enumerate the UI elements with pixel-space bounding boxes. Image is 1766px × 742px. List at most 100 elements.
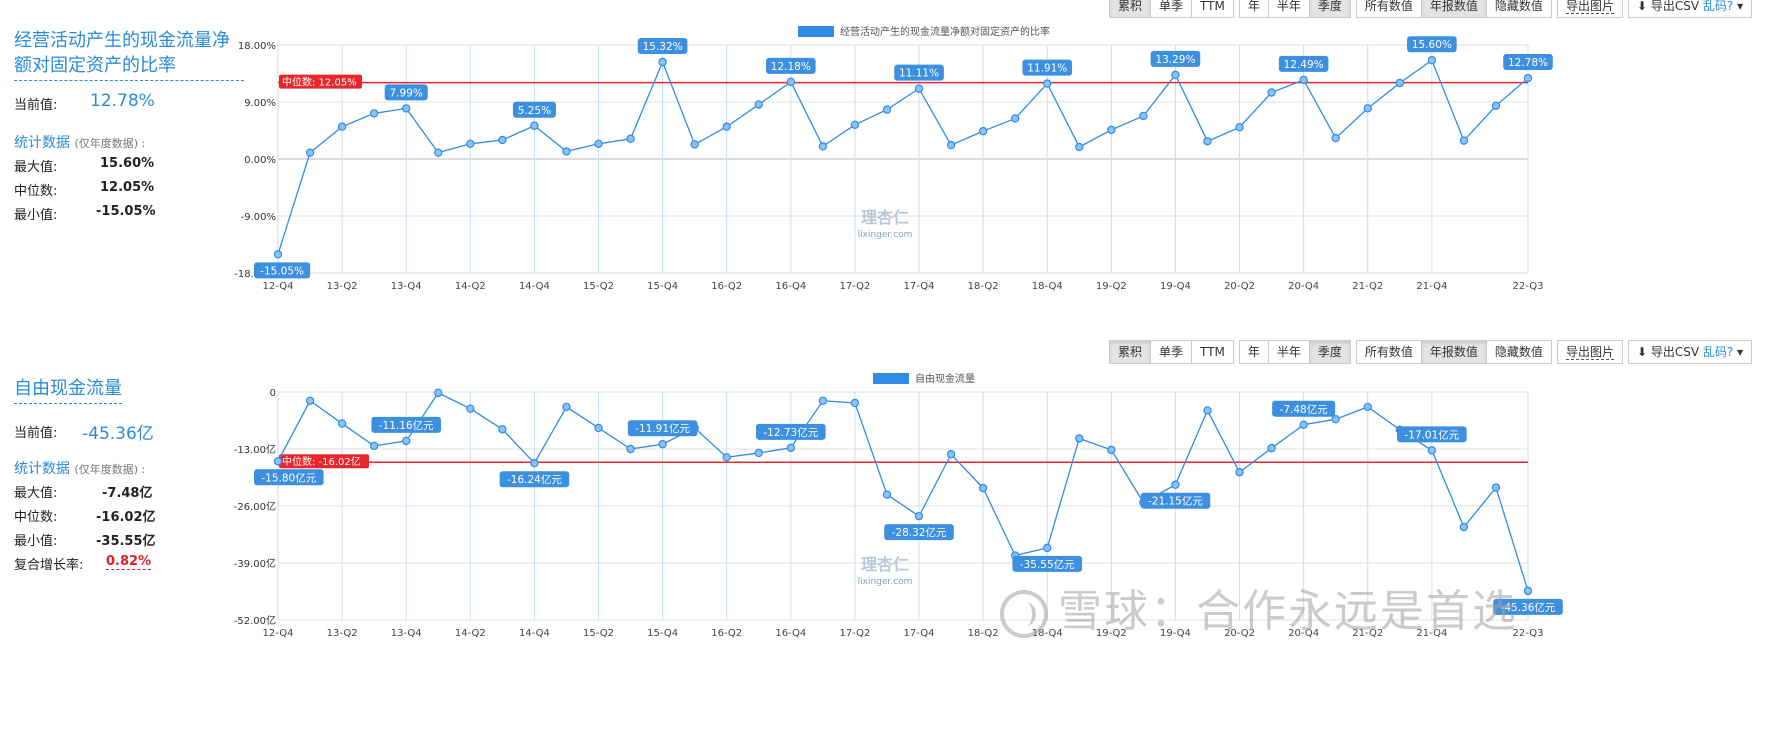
panel2-export-csv-label: 导出CSV [1650,345,1703,359]
point-label: 12.78% [1508,57,1548,69]
x-tick-label: 16-Q2 [711,281,742,292]
caret-down-icon: ▾ [1733,345,1744,359]
x-tick-label: 12-Q4 [263,628,294,639]
panel1-btn-values-1[interactable]: 年报数值 [1420,0,1487,18]
x-tick-label: 20-Q2 [1224,281,1255,292]
panel2-btn-period-0[interactable]: 年 [1238,340,1269,364]
max-value: 15.60% [100,156,155,171]
data-point [786,443,796,453]
point-label: -28.32亿元 [892,526,947,539]
panel1-btn-period-2[interactable]: 季度 [1308,0,1351,18]
point-label: -12.73亿元 [763,426,818,439]
panel1-btn-values-2[interactable]: 隐藏数值 [1485,0,1552,18]
data-point [786,77,796,87]
median-label-bg [279,74,362,89]
data-point [1459,522,1469,532]
panel1-export-image-button[interactable]: 导出图片 [1556,0,1623,18]
x-tick-label: 12-Q4 [263,281,294,292]
data-point [658,440,667,449]
panel2-values: 所有数值 年报数值 隐藏数值 [1355,340,1552,364]
data-point [1171,70,1180,80]
data-point [1331,414,1340,424]
point-label: -7.48亿元 [1280,403,1329,416]
panel1-btn-mode-2[interactable]: TTM [1191,0,1234,18]
x-tick-label: 18-Q2 [968,281,999,292]
data-point [498,425,507,434]
current-label: 当前值: [14,98,58,113]
min-row: 最小值: -35.55亿 [14,530,156,549]
data-point [337,122,347,131]
panel1-export-image-label: 导出图片 [1565,0,1614,14]
panel2-export-csv-button[interactable]: ⬇ 导出CSV 乱码? ▾ [1627,340,1753,364]
point-label: 7.99% [390,87,423,99]
x-tick-label: 13-Q4 [391,628,422,639]
min-label: 最小值: [14,534,58,549]
data-point [337,419,347,428]
panel2-btn-period-1[interactable]: 半年 [1267,340,1310,364]
panel1-btn-period-0[interactable]: 年 [1238,0,1269,18]
panel1-export-csv-button[interactable]: ⬇ 导出CSV 乱码? ▾ [1627,0,1753,18]
data-point [434,148,443,157]
xueqiu-watermark: 雪球：合作永远是首选 [1000,575,1518,639]
panel2-btn-values-2[interactable]: 隐藏数值 [1485,340,1552,364]
data-point [690,140,699,149]
panel2-export-image-label: 导出图片 [1565,345,1614,360]
point-label-bg [254,469,324,486]
data-point [1299,420,1308,429]
data-point [754,448,763,458]
panel2-btn-values-1[interactable]: 年报数值 [1420,340,1487,364]
panel1-export-csv-label: 导出CSV [1650,0,1703,13]
panel2-current-row: 当前值: -45.36亿 [14,422,154,444]
panel2-btn-period-2[interactable]: 季度 [1308,340,1351,364]
data-point [369,441,379,451]
panel2-title[interactable]: 自由现金流量 [14,376,122,404]
panel2-btn-mode-1[interactable]: 单季 [1150,340,1193,364]
panel1-btn-values-0[interactable]: 所有数值 [1355,0,1422,18]
data-point [882,490,892,499]
panel1-title[interactable]: 经营活动产生的现金流量净额对固定资产的比率 [14,28,244,81]
panel1-btn-mode-1[interactable]: 单季 [1150,0,1193,18]
data-point [466,404,475,413]
data-point [1299,75,1308,85]
panel2-mode: 累积 单季 TTM [1109,340,1234,364]
panel1-garbled-link[interactable]: 乱码? [1702,0,1734,13]
point-label-bg [1022,59,1073,76]
point-label-bg [637,37,688,54]
median-label-bg [279,454,369,469]
data-point [658,57,667,67]
data-point [1171,480,1180,489]
data-point [402,436,411,446]
y-tick-label: 18.00% [238,41,276,52]
x-tick-label: 17-Q4 [904,281,935,292]
stats-note: (仅年度数据) : [74,137,146,150]
min-row: 最小值: -15.05% [14,204,156,223]
min-value: -15.05% [96,204,156,219]
panel1-current-row: 当前值: 12.78% [14,91,155,113]
panel2-btn-mode-2[interactable]: TTM [1191,340,1234,364]
panel2-export-image-button[interactable]: 导出图片 [1556,340,1623,364]
x-tick-label: 16-Q4 [775,628,806,639]
panel2-garbled-link[interactable]: 乱码? [1702,345,1734,359]
panel-free-cash-flow: 自由现金流量 当前值: -45.36亿 统计数据 (仅年度数据) : 最大值: … [0,330,1766,742]
y-tick-label: -26.00亿 [234,500,276,513]
series-line [277,59,1529,255]
data-point [1235,123,1244,132]
data-point [1267,88,1276,97]
x-tick-label: 14-Q2 [455,628,486,639]
x-tick-label: 21-Q4 [1416,281,1447,292]
data-point [978,483,988,493]
point-label: -11.91亿元 [635,422,690,435]
data-point [818,396,828,405]
x-tick-label: 22-Q3 [1513,281,1544,292]
point-label-bg [766,57,816,74]
panel2-btn-values-0[interactable]: 所有数值 [1355,340,1422,364]
lixinger-watermark: 理杏仁 [861,555,909,574]
data-point [978,126,988,136]
x-tick-label: 20-Q4 [1288,628,1319,639]
max-row: 最大值: 15.60% [14,156,154,175]
data-point [850,120,860,130]
x-tick-label: 16-Q4 [775,281,806,292]
panel2-btn-mode-0[interactable]: 累积 [1109,340,1152,364]
stats-heading: 统计数据 (仅年度数据) : [14,132,145,152]
panel1-btn-mode-0[interactable]: 累积 [1109,0,1152,18]
